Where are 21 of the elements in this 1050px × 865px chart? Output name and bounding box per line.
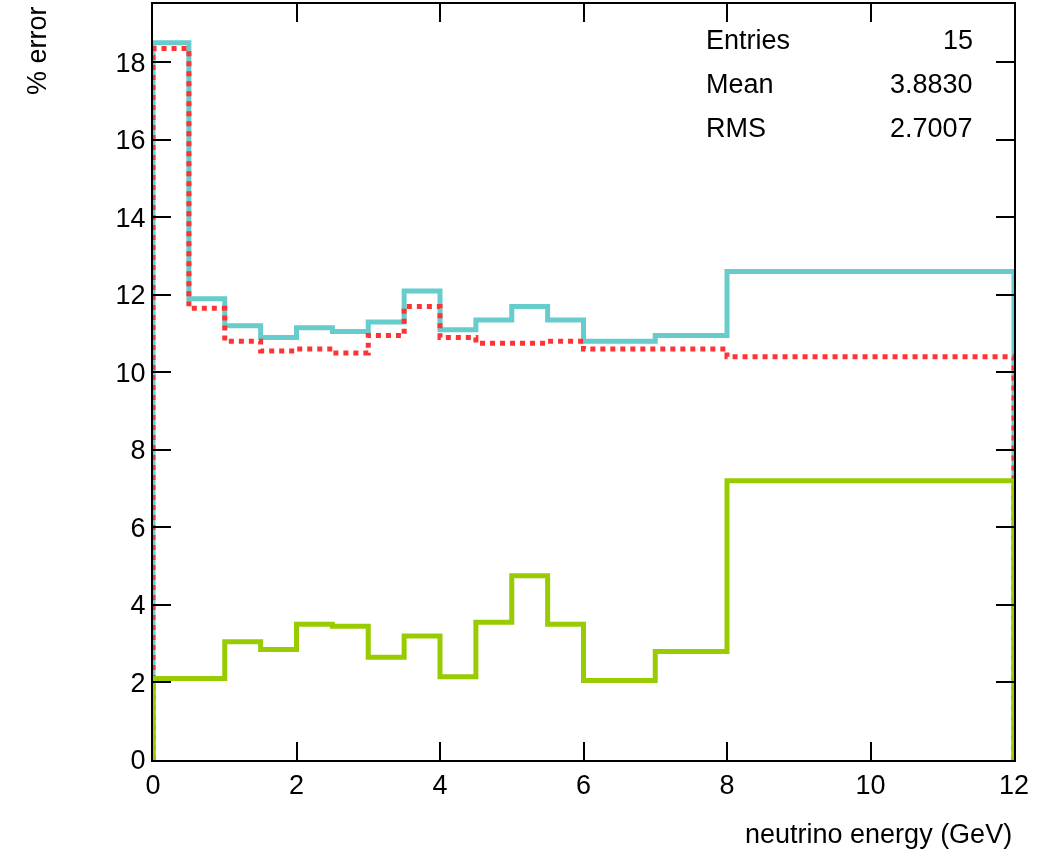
y-tick-label: 16 xyxy=(115,125,146,156)
y-tick-label: 10 xyxy=(115,357,146,388)
x-tick-label: 12 xyxy=(998,770,1030,801)
x-tick-label: 6 xyxy=(575,770,592,801)
text: Entries 15 xyxy=(706,25,974,55)
y-tick-label: 14 xyxy=(115,202,146,233)
y-tick-label: 2 xyxy=(130,667,146,698)
y-tick-label: 8 xyxy=(130,435,146,466)
y-tick-label: 18 xyxy=(115,47,146,78)
x-axis-title: neutrino energy (GeV) xyxy=(745,819,1013,849)
x-tick-label: 10 xyxy=(855,770,886,801)
x-tick-label: 2 xyxy=(288,770,305,801)
y-tick-label: 4 xyxy=(130,590,146,621)
text: RMS 2.7007 xyxy=(706,113,973,143)
y-tick-label: 12 xyxy=(115,280,146,311)
y-tick-label: 6 xyxy=(130,512,146,543)
x-tick-label: 8 xyxy=(719,770,735,801)
y-axis-title: % error xyxy=(22,6,53,96)
text: Mean 3.8830 xyxy=(706,69,973,99)
y-tick-label: 0 xyxy=(130,745,146,776)
x-tick-label: 4 xyxy=(432,770,448,801)
